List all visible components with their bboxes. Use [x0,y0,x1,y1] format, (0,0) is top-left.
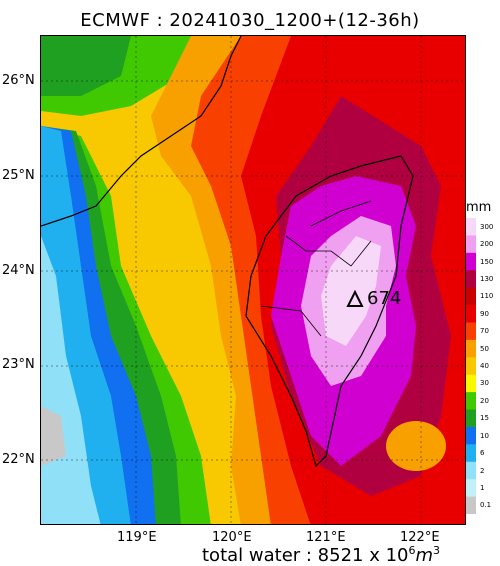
lat-label-25: 25°N [2,168,35,183]
colorbar-segment [466,287,476,306]
colorbar-level-label: 2 [480,466,485,475]
colorbar-level-label: 6 [480,449,485,458]
taiwan-coastline [245,155,414,468]
lat-label-23: 23°N [2,357,35,372]
colorbar-segment [466,305,476,323]
colorbar-segment [466,357,476,376]
total-water-text: total water : 8521 x 10 [202,545,409,566]
colorbar-level-label: 200 [480,240,494,249]
colorbar-segment [466,235,476,254]
rain-band-north-15mm [41,36,131,96]
total-water-caption: total water : 8521 x 106m3 [202,544,440,566]
colorbar-segment [466,392,476,411]
lat-label-26: 26°N [2,73,35,88]
lat-label-24: 24°N [2,263,35,278]
peak-value: 674 [367,288,402,309]
colorbar-segment [466,218,476,236]
map-title: ECMWF : 20241030_1200+(12-36h) [80,10,420,31]
colorbar-level-label: 50 [480,344,489,353]
rainfall-map [40,35,466,525]
lon-label-122: 122°E [400,530,440,545]
triangle-marker-icon [346,290,364,307]
colorbar-level-label: 40 [480,362,489,370]
colorbar-level-label: 10 [480,431,489,440]
colorbar-segment [466,496,476,514]
colorbar [466,218,476,514]
colorbar-level-label: 15 [480,414,489,423]
lon-label-119: 119°E [117,530,157,545]
colorbar-segment [466,339,476,358]
colorbar-level-label: 0.1 [480,501,492,510]
mainland-coastline [41,36,242,227]
county-borders [260,200,372,337]
colorbar-segment [466,409,476,428]
colorbar-segment [466,461,476,480]
colorbar-level-label: 110 [480,292,494,301]
rain-band-0_1mm [41,406,66,466]
colorbar-segment [466,426,476,445]
colorbar-level-label: 30 [480,379,489,388]
lon-label-121: 121°E [306,530,346,545]
rain-band-300mm [321,236,381,346]
rain-cell-southeast [386,421,446,471]
total-water-unit-exponent: 3 [433,544,441,557]
colorbar-segment [466,270,476,289]
colorbar-level-label: 150 [480,257,494,266]
lon-label-120: 120°E [212,530,252,545]
colorbar-segment [466,479,476,498]
colorbar-segment [466,322,476,341]
colorbar-level-label: 300 [480,222,494,231]
total-water-unit: m [415,545,434,566]
colorbar-segment [466,252,476,271]
colorbar-segment [466,374,476,393]
colorbar-level-label: 20 [480,396,489,405]
colorbar-level-label: 70 [480,327,489,336]
lat-label-22: 22°N [2,452,35,467]
colorbar-level-label: 90 [480,309,489,318]
total-water-exponent: 6 [408,544,416,557]
colorbar-unit: mm [466,200,492,215]
colorbar-level-label: 130 [480,274,494,283]
colorbar-level-label: 1 [480,483,485,492]
graticule [41,36,465,524]
colorbar-segment [466,444,476,463]
